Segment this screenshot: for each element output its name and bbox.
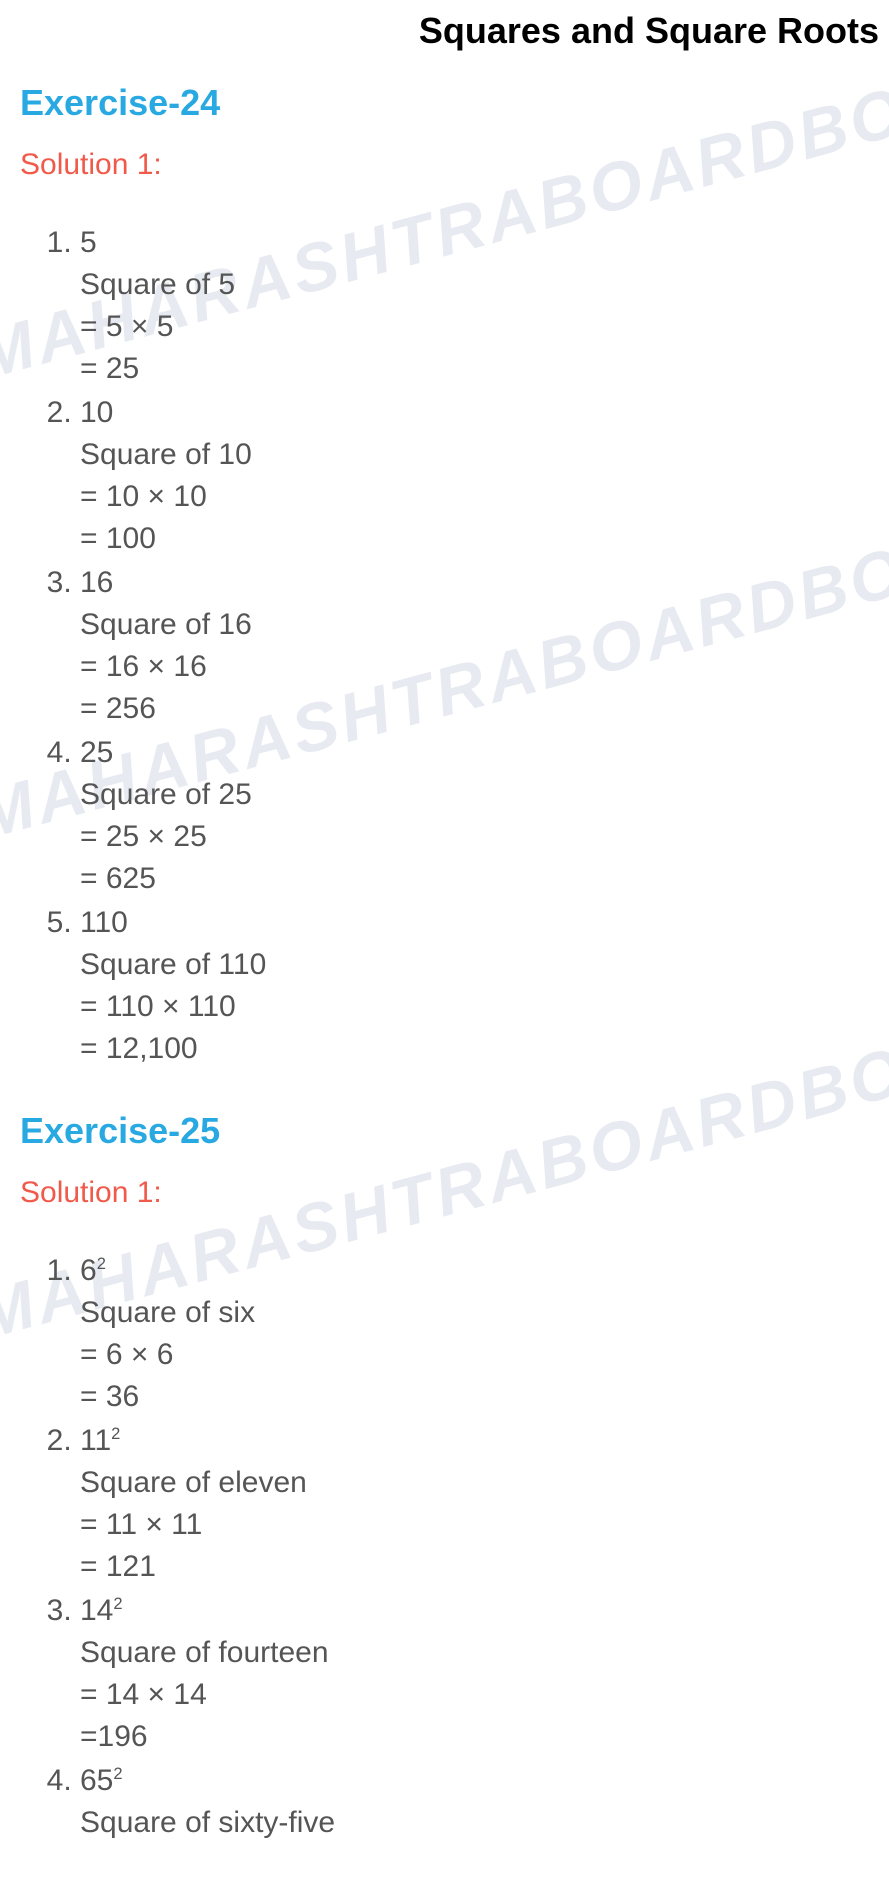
solution-list-24: 5 Square of 5 = 5 × 5 = 25 10 Square of …: [20, 222, 869, 1070]
item-calc: = 6 × 6: [80, 1334, 869, 1376]
item-number: 10: [80, 392, 869, 434]
item-calc: = 14 × 14: [80, 1674, 869, 1716]
list-item: 16 Square of 16 = 16 × 16 = 256: [80, 562, 869, 730]
list-item: 142 Square of fourteen = 14 × 14 =196: [80, 1590, 869, 1758]
item-result: =196: [80, 1716, 869, 1758]
item-text: Square of 110: [80, 944, 869, 986]
exercise-heading-25: Exercise-25: [20, 1110, 869, 1152]
item-text: Square of 10: [80, 434, 869, 476]
solution-list-25: 62 Square of six = 6 × 6 = 36 112 Square…: [20, 1250, 869, 1844]
item-number: 112: [80, 1420, 869, 1462]
list-item: 10 Square of 10 = 10 × 10 = 100: [80, 392, 869, 560]
item-number: 16: [80, 562, 869, 604]
item-calc: = 16 × 16: [80, 646, 869, 688]
list-item: 5 Square of 5 = 5 × 5 = 25: [80, 222, 869, 390]
item-result: = 25: [80, 348, 869, 390]
item-number: 652: [80, 1760, 869, 1802]
list-item: 25 Square of 25 = 25 × 25 = 625: [80, 732, 869, 900]
item-number: 25: [80, 732, 869, 774]
item-result: = 12,100: [80, 1028, 869, 1070]
page-title: Squares and Square Roots: [20, 10, 879, 52]
item-calc: = 110 × 110: [80, 986, 869, 1028]
solution-heading-25-1: Solution 1:: [20, 1176, 869, 1210]
item-result: = 625: [80, 858, 869, 900]
item-calc: = 11 × 11: [80, 1504, 869, 1546]
item-text: Square of sixty-five: [80, 1802, 869, 1844]
item-result: = 36: [80, 1376, 869, 1418]
item-number: 110: [80, 902, 869, 944]
item-result: = 256: [80, 688, 869, 730]
item-text: Square of 25: [80, 774, 869, 816]
item-text: Square of fourteen: [80, 1632, 869, 1674]
item-text: Square of six: [80, 1292, 869, 1334]
item-calc: = 10 × 10: [80, 476, 869, 518]
list-item: 110 Square of 110 = 110 × 110 = 12,100: [80, 902, 869, 1070]
item-number: 142: [80, 1590, 869, 1632]
item-number: 5: [80, 222, 869, 264]
item-calc: = 5 × 5: [80, 306, 869, 348]
item-number: 62: [80, 1250, 869, 1292]
list-item: 62 Square of six = 6 × 6 = 36: [80, 1250, 869, 1418]
item-text: Square of 5: [80, 264, 869, 306]
list-item: 112 Square of eleven = 11 × 11 = 121: [80, 1420, 869, 1588]
exercise-heading-24: Exercise-24: [20, 82, 869, 124]
item-result: = 100: [80, 518, 869, 560]
item-text: Square of 16: [80, 604, 869, 646]
item-text: Square of eleven: [80, 1462, 869, 1504]
list-item: 652 Square of sixty-five: [80, 1760, 869, 1844]
solution-heading-24-1: Solution 1:: [20, 148, 869, 182]
item-calc: = 25 × 25: [80, 816, 869, 858]
item-result: = 121: [80, 1546, 869, 1588]
